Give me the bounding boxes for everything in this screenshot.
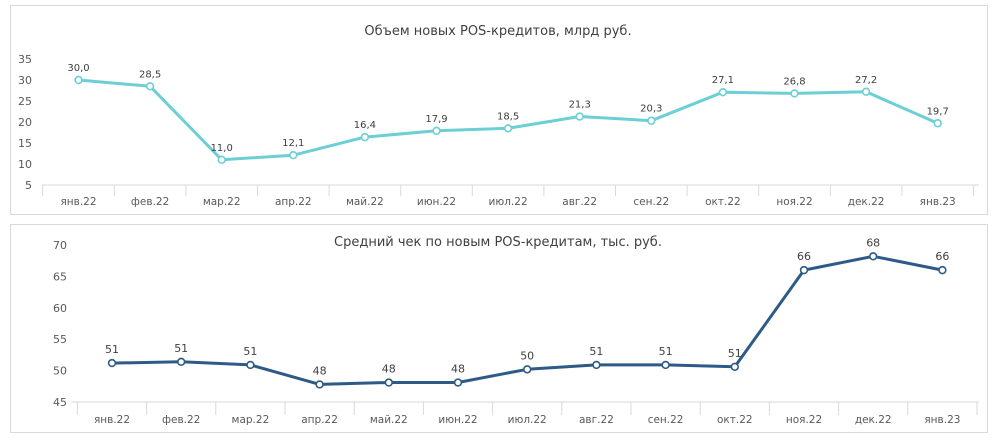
data-label: 51 [589,345,603,358]
data-point [217,155,226,165]
x-tick-label: янв.23 [920,196,956,208]
x-tick-label: май.22 [370,414,408,426]
x-tick-label: авг.22 [579,414,614,426]
chart-title: Средний чек по новым POS-кредитам, тыс. … [334,235,662,250]
data-label: 51 [105,343,119,356]
x-tick-label: окт.22 [717,414,753,426]
y-tick-label: 10 [18,158,32,171]
x-tick-label: ноя.22 [776,196,812,208]
data-label: 51 [174,342,188,355]
chart-average-check: Средний чек по новым POS-кредитам, тыс. … [53,235,979,426]
data-label: 51 [728,347,742,360]
x-tick-label: сен.22 [648,414,684,426]
data-point [453,378,463,387]
x-tick-label: дек.22 [855,414,892,426]
data-point [868,252,878,261]
x-tick-label: янв.22 [94,414,130,426]
data-label: 48 [313,364,327,377]
data-label: 30,0 [67,63,89,74]
data-point [432,126,441,136]
data-label: 16,4 [354,120,376,131]
y-tick-label: 55 [53,333,67,346]
data-label: 66 [935,250,949,263]
y-tick-label: 65 [53,270,67,283]
data-point [647,116,656,125]
data-point [384,378,393,387]
y-tick-label: 50 [53,365,67,378]
x-tick-label: ноя.22 [786,414,822,426]
y-tick-label: 25 [18,95,32,108]
x-tick-label: мар.22 [232,414,270,426]
data-label: 66 [797,250,811,263]
data-label: 28,5 [139,69,161,80]
data-point [503,124,513,133]
data-label: 68 [866,236,880,249]
y-tick-label: 60 [53,302,67,315]
chart-panel-pos-volume: Объем новых POS-кредитов, млрд руб. 5 10 1… [10,5,988,215]
data-point [177,357,186,367]
y-tick-label: 5 [25,179,32,192]
data-label: 17,9 [425,114,447,125]
x-tick-label: окт.22 [705,196,741,208]
x-tick-label: июл.22 [489,196,528,208]
x-tick-label: янв.22 [60,196,96,208]
data-point [74,75,83,85]
x-tick-label: авг.22 [562,196,597,208]
data-label: 48 [451,363,465,376]
data-point [799,265,809,275]
x-tick-label: июн.22 [417,196,456,208]
data-label: 19,7 [927,106,949,117]
data-label: 26,8 [783,76,805,87]
data-point [790,89,799,98]
data-label: 20,3 [640,104,662,115]
data-point [575,112,584,121]
data-point [861,87,871,96]
data-label: 51 [243,345,257,358]
data-point [246,360,255,370]
x-tick-label: апр.22 [275,196,312,208]
y-tick-label: 70 [53,239,67,252]
data-label: 11,0 [211,143,233,154]
y-tick-label: 45 [53,396,67,409]
data-point [592,360,601,370]
x-tick-label: апр.22 [301,414,338,426]
chart-pos-volume: Объем новых POS-кредитов, млрд руб. 5 10 1… [18,24,979,208]
data-point [145,82,155,91]
data-point [522,365,532,374]
data-label: 18,5 [497,111,519,122]
x-tick-label: мар.22 [203,196,241,208]
y-tick-label: 15 [18,137,32,150]
data-label: 27,2 [855,75,877,86]
x-tick-label: фев.22 [131,196,169,208]
data-label: 12,1 [282,138,304,149]
data-point [107,358,117,368]
data-label: 48 [382,363,396,376]
x-tick-label: дек.22 [848,196,885,208]
data-point [730,362,739,372]
data-label: 21,3 [569,100,591,111]
data-point [289,150,298,160]
y-tick-label: 20 [18,116,32,129]
x-tick-label: июн.22 [438,414,477,426]
chart-panel-average-check: Средний чек по новым POS-кредитам, тыс. … [10,224,988,433]
x-tick-label: май.22 [346,196,384,208]
data-point [661,360,670,370]
data-point [360,132,370,142]
data-point [315,380,324,389]
x-tick-label: фев.22 [162,414,200,426]
data-label: 50 [520,349,534,362]
data-point [933,119,942,128]
x-tick-label: июл.22 [508,414,547,426]
y-tick-label: 35 [18,53,32,66]
x-tick-label: янв.23 [924,414,960,426]
data-label: 51 [659,345,673,358]
data-label: 27,1 [712,75,734,86]
x-tick-label: сен.22 [633,196,669,208]
chart-title: Объем новых POS-кредитов, млрд руб. [364,24,631,39]
y-tick-label: 30 [18,74,32,87]
data-point [938,265,947,275]
data-point [718,87,728,97]
